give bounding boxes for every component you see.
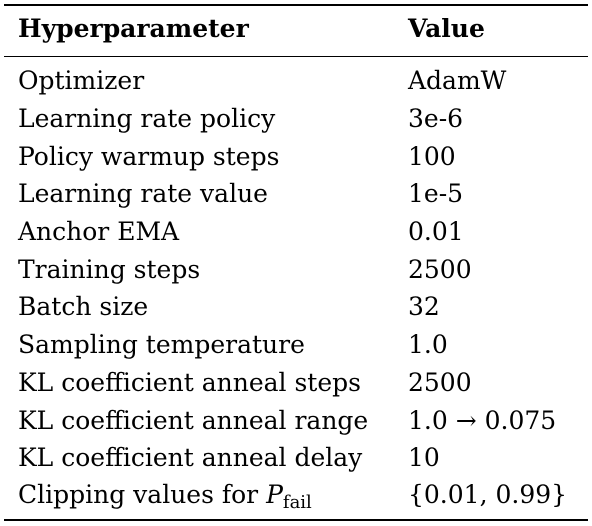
param-kl-anneal-delay: KL coefficient anneal delay bbox=[18, 443, 363, 472]
param-kl-anneal-steps: KL coefficient anneal steps bbox=[18, 368, 361, 397]
param-optimizer: Optimizer bbox=[18, 66, 145, 95]
table-row: Learning rate value 1e-5 bbox=[4, 175, 588, 213]
value-optimizer: AdamW bbox=[408, 66, 507, 95]
bottom-rule bbox=[4, 519, 588, 521]
value-batch-size: 32 bbox=[408, 292, 440, 321]
table-row: KL coefficient anneal steps 2500 bbox=[4, 364, 588, 402]
param-batch-size: Batch size bbox=[18, 292, 149, 321]
p-fail-subscript: fail bbox=[282, 492, 312, 513]
value-anchor-ema: 0.01 bbox=[408, 217, 464, 246]
param-clipping-label: Clipping values for bbox=[18, 480, 267, 509]
table-row: Policy warmup steps 100 bbox=[4, 138, 588, 176]
value-training-steps: 2500 bbox=[408, 255, 472, 284]
table-row: Batch size 32 bbox=[4, 288, 588, 326]
param-kl-anneal-range: KL coefficient anneal range bbox=[18, 406, 369, 435]
value-sampling-temperature: 1.0 bbox=[408, 330, 448, 359]
header-value: Value bbox=[408, 14, 485, 43]
header-hyperparameter: Hyperparameter bbox=[18, 14, 249, 43]
param-learning-rate-value: Learning rate value bbox=[18, 179, 268, 208]
value-kl-anneal-range: 1.0 → 0.075 bbox=[408, 406, 557, 435]
table-row: KL coefficient anneal range 1.0 → 0.075 bbox=[4, 402, 588, 440]
table-row: Sampling temperature 1.0 bbox=[4, 326, 588, 364]
table-row: Optimizer AdamW bbox=[4, 62, 588, 100]
table-row: Learning rate policy 3e-6 bbox=[4, 100, 588, 138]
top-rule bbox=[4, 4, 588, 6]
value-policy-warmup-steps: 100 bbox=[408, 142, 456, 171]
table-row: Training steps 2500 bbox=[4, 251, 588, 289]
value-learning-rate-policy: 3e-6 bbox=[408, 104, 464, 133]
param-policy-warmup-steps: Policy warmup steps bbox=[18, 142, 280, 171]
param-sampling-temperature: Sampling temperature bbox=[18, 330, 305, 359]
param-training-steps: Training steps bbox=[18, 255, 201, 284]
value-learning-rate-value: 1e-5 bbox=[408, 179, 464, 208]
param-anchor-ema: Anchor EMA bbox=[18, 217, 180, 246]
param-clipping-values: Clipping values for Pfail bbox=[18, 476, 312, 517]
table-header-row: Hyperparameter Value bbox=[4, 10, 588, 48]
p-fail-symbol: P bbox=[266, 480, 283, 509]
value-clipping-values: {0.01, 0.99} bbox=[408, 480, 568, 509]
table-row: KL coefficient anneal delay 10 bbox=[4, 439, 588, 477]
table-row: Anchor EMA 0.01 bbox=[4, 213, 588, 251]
table-row: Clipping values for Pfail {0.01, 0.99} bbox=[4, 476, 588, 514]
param-learning-rate-policy: Learning rate policy bbox=[18, 104, 276, 133]
header-rule bbox=[4, 56, 588, 57]
value-kl-anneal-steps: 2500 bbox=[408, 368, 472, 397]
value-kl-anneal-delay: 10 bbox=[408, 443, 440, 472]
